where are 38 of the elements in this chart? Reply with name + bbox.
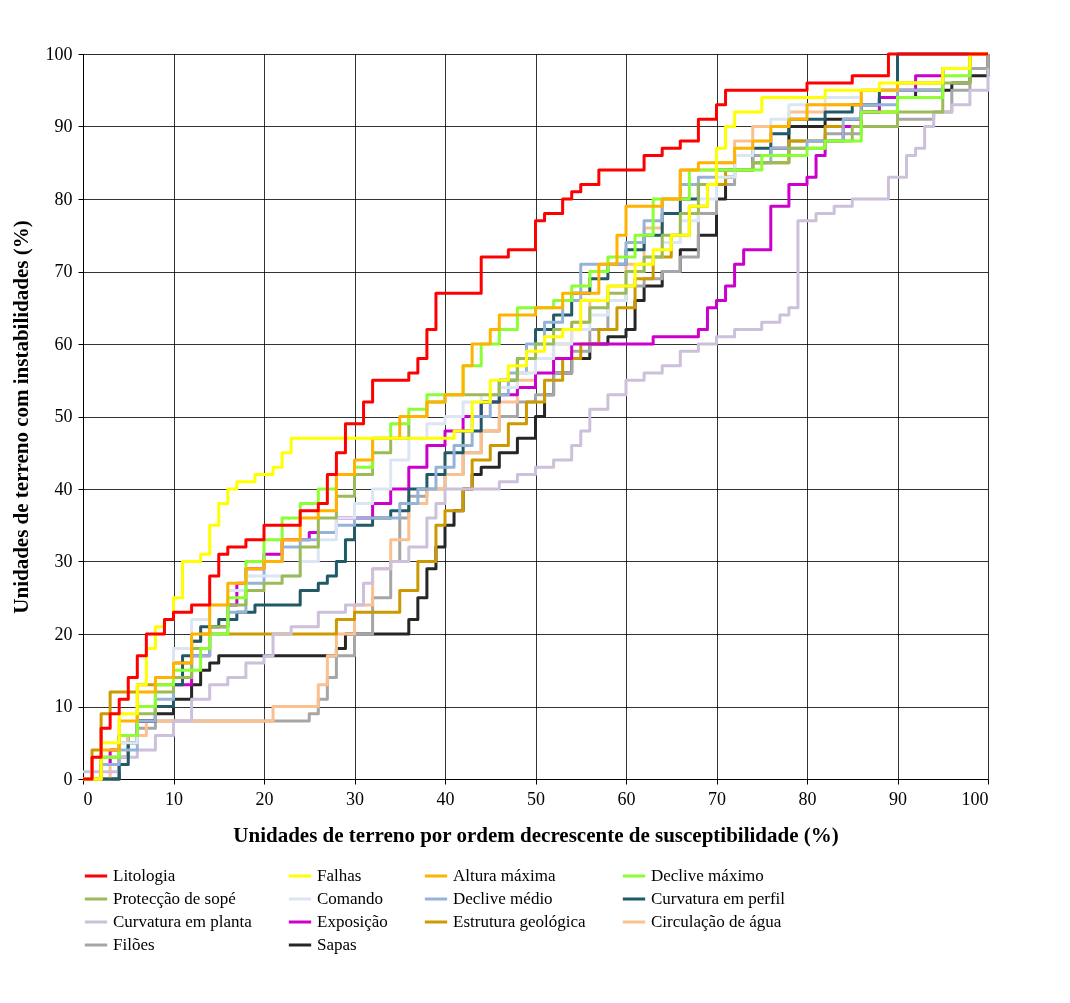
legend-label: Sapas <box>317 935 357 954</box>
y-tick-label: 100 <box>45 43 73 64</box>
legend-label: Declive médio <box>453 889 553 908</box>
legend-label: Filões <box>113 935 155 954</box>
y-tick-label: 0 <box>63 768 73 789</box>
y-tick-label: 90 <box>54 116 73 136</box>
x-tick-label: 90 <box>889 788 907 809</box>
legend-label: Comando <box>317 889 384 908</box>
y-tick-label: 20 <box>54 623 73 644</box>
legend-label: Altura máxima <box>453 866 556 885</box>
x-tick-label: 70 <box>708 788 726 809</box>
legend-label: Exposição <box>317 912 388 931</box>
x-axis-title: Unidades de terreno por ordem decrescente de susceptibilidade (%) <box>233 822 839 847</box>
y-axis-title: Unidades de terreno com instabilidades (%) <box>8 220 33 614</box>
y-tick-label: 40 <box>54 478 73 499</box>
legend-label: Protecção de sopé <box>113 889 236 908</box>
y-tick-label: 50 <box>54 406 73 426</box>
legend-label: Circulação de água <box>651 912 782 931</box>
y-tick-label: 60 <box>54 333 73 354</box>
x-tick-label: 0 <box>83 788 93 809</box>
x-tick-label: 40 <box>436 788 455 809</box>
y-tick-label: 30 <box>54 551 73 571</box>
x-tick-label: 50 <box>527 788 545 809</box>
x-tick-label: 80 <box>798 788 817 809</box>
legend-label: Curvatura em perfil <box>651 889 786 908</box>
y-tick-label: 80 <box>54 188 73 209</box>
x-tick-label: 10 <box>165 788 183 809</box>
x-tick-label: 100 <box>961 788 989 809</box>
legend-label: Declive máximo <box>651 866 764 885</box>
legend-label: Litologia <box>113 866 176 885</box>
legend-label: Falhas <box>317 866 362 885</box>
x-tick-label: 30 <box>346 788 364 809</box>
y-tick-label: 10 <box>54 696 73 716</box>
legend-label: Curvatura em planta <box>113 912 253 931</box>
y-tick-label: 70 <box>54 261 73 281</box>
legend-label: Estrutura geológica <box>453 912 587 931</box>
x-tick-label: 20 <box>255 788 274 809</box>
x-tick-label: 60 <box>617 788 636 809</box>
